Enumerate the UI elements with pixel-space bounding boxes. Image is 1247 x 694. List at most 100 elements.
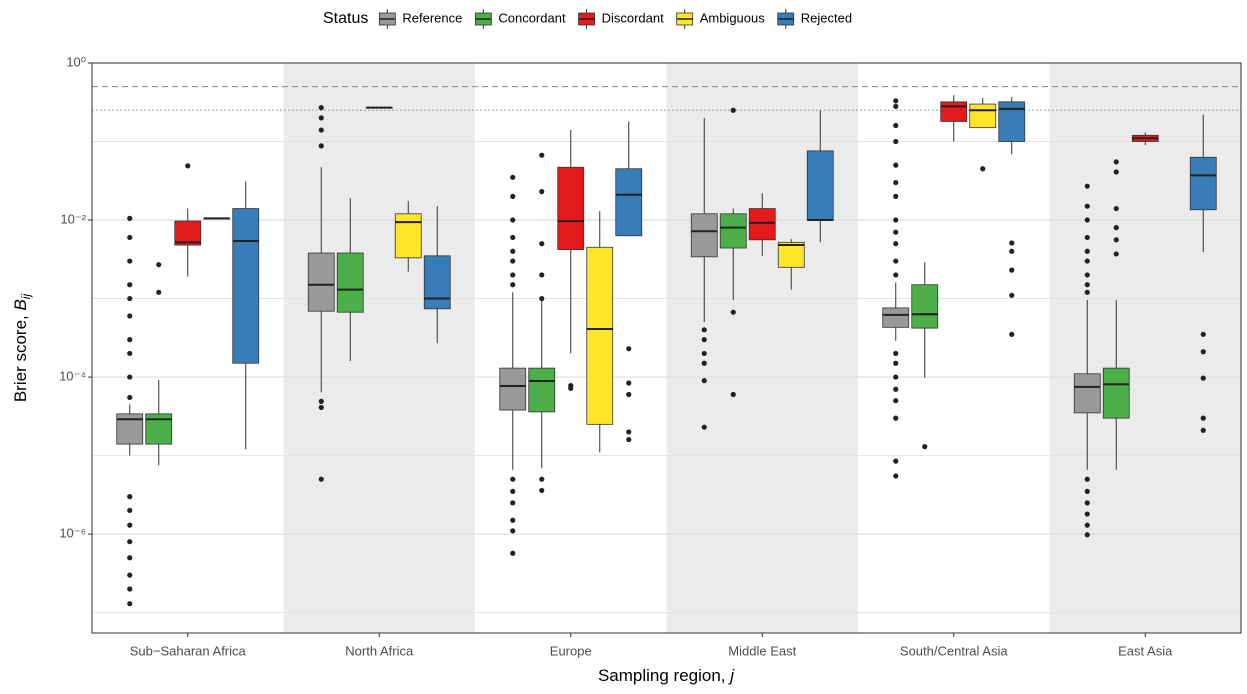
outlier (127, 313, 133, 319)
outlier (539, 152, 545, 158)
box-group (615, 121, 643, 443)
outlier (1113, 251, 1119, 257)
legend-label: Reference (402, 10, 462, 25)
box (777, 241, 805, 268)
outlier (893, 350, 899, 357)
legend-title: Status (323, 10, 368, 27)
legend-key (474, 9, 492, 29)
box-group (394, 200, 422, 272)
box-group (806, 110, 834, 243)
outlier (1200, 349, 1206, 355)
outlier (510, 528, 516, 534)
box-group (499, 174, 527, 556)
outlier (510, 488, 516, 494)
outlier (127, 555, 133, 561)
outlier (701, 350, 707, 357)
box (174, 220, 202, 246)
outlier (893, 162, 899, 168)
box (336, 252, 364, 313)
outlier (127, 337, 133, 343)
outlier (510, 272, 516, 278)
box (748, 208, 776, 241)
outlier (701, 360, 707, 366)
box-group (336, 198, 364, 362)
outlier (701, 424, 707, 430)
outlier (185, 163, 191, 169)
outlier (539, 295, 545, 302)
box-group (777, 239, 805, 290)
outlier (127, 295, 133, 302)
box-group (1189, 114, 1217, 433)
box-group (528, 152, 556, 494)
x-axis-label: Sampling region, j (598, 666, 735, 685)
box-group (1131, 132, 1159, 146)
outlier (1009, 331, 1015, 337)
box-group (423, 206, 451, 344)
outlier (510, 248, 516, 254)
box-group (174, 163, 202, 277)
outlier (893, 138, 899, 145)
y-tick-label: 10⁻⁶ (59, 526, 86, 541)
outlier (318, 398, 324, 404)
x-tick-label: East Asia (1118, 643, 1173, 658)
outlier (318, 404, 324, 411)
outlier (156, 262, 162, 268)
outlier (1113, 169, 1119, 175)
x-label-text: Sampling region, (598, 666, 730, 685)
outlier (701, 378, 707, 384)
outlier (510, 476, 516, 482)
y-tick-label: 10⁰ (66, 54, 86, 69)
outlier (701, 337, 707, 343)
outlier (893, 386, 899, 392)
outlier (127, 234, 133, 241)
outlier (893, 179, 899, 186)
outlier (1009, 292, 1015, 298)
outlier (893, 103, 899, 110)
x-label-symbol: j (728, 666, 735, 685)
outlier (893, 458, 899, 464)
outlier (893, 258, 899, 264)
outlier (626, 429, 632, 435)
region-band (283, 63, 475, 633)
box-group (145, 262, 173, 466)
outlier (1200, 415, 1206, 421)
outlier (893, 229, 899, 235)
box (998, 101, 1026, 142)
legend-label: Rejected (801, 10, 852, 25)
outlier (893, 473, 899, 479)
outlier (539, 272, 545, 278)
box-group (911, 262, 939, 450)
box-group (203, 217, 231, 220)
outlier (510, 500, 516, 506)
box-group (116, 215, 144, 607)
box-group (1102, 159, 1130, 470)
outlier (127, 350, 133, 357)
box (690, 213, 718, 258)
y-tick-label: 10⁻⁴ (59, 369, 86, 384)
outlier (893, 122, 899, 129)
box (1189, 156, 1217, 211)
outlier (127, 374, 133, 380)
outlier (127, 601, 133, 607)
outlier (626, 346, 632, 352)
outlier (922, 444, 928, 450)
box (969, 103, 997, 129)
outlier (1084, 500, 1090, 506)
outlier (1084, 511, 1090, 517)
outlier (701, 327, 707, 333)
outlier (1009, 248, 1015, 254)
outlier (893, 415, 899, 421)
outlier (127, 258, 133, 264)
outlier (510, 550, 516, 556)
outlier (1200, 427, 1206, 433)
box (499, 367, 527, 411)
outlier (539, 476, 545, 482)
outlier (127, 586, 133, 592)
outlier (1200, 331, 1206, 337)
plot-area (92, 62, 1241, 633)
outlier (127, 394, 133, 401)
outlier (127, 507, 133, 514)
outlier (1113, 237, 1119, 243)
box-group (969, 97, 997, 172)
outlier (510, 217, 516, 223)
